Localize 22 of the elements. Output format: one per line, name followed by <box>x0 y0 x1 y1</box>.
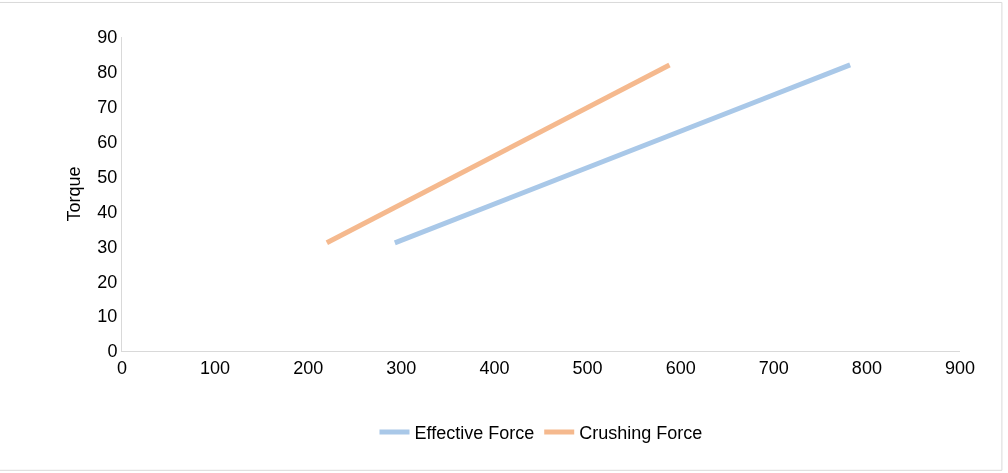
y-tick-label: 60 <box>97 131 118 152</box>
x-tick-label: 200 <box>293 357 324 378</box>
y-tick-label: 80 <box>97 62 118 83</box>
x-tick-label: 100 <box>200 357 231 378</box>
y-tick-label: 30 <box>97 236 118 257</box>
y-tick-label: 50 <box>97 166 118 187</box>
x-tick-label: 300 <box>386 357 417 378</box>
x-tick-label: 400 <box>479 357 510 378</box>
y-tick-label: 40 <box>97 201 118 222</box>
y-tick-label: 70 <box>97 97 118 118</box>
y-tick-label: 0 <box>107 341 118 362</box>
x-tick-label: 900 <box>944 357 976 378</box>
x-tick-label: 800 <box>851 357 882 378</box>
x-tick-label: 600 <box>665 357 696 378</box>
y-tick-label: 90 <box>97 27 118 48</box>
x-tick-label: 700 <box>758 357 789 378</box>
x-tick-label: 500 <box>572 357 603 378</box>
y-tick-label: 20 <box>97 271 118 292</box>
legend-label: Crushing Force <box>579 423 703 444</box>
y-tick-label: 10 <box>97 306 118 327</box>
legend-label: Effective Force <box>414 423 535 444</box>
y-axis-title: Torque <box>63 166 84 222</box>
